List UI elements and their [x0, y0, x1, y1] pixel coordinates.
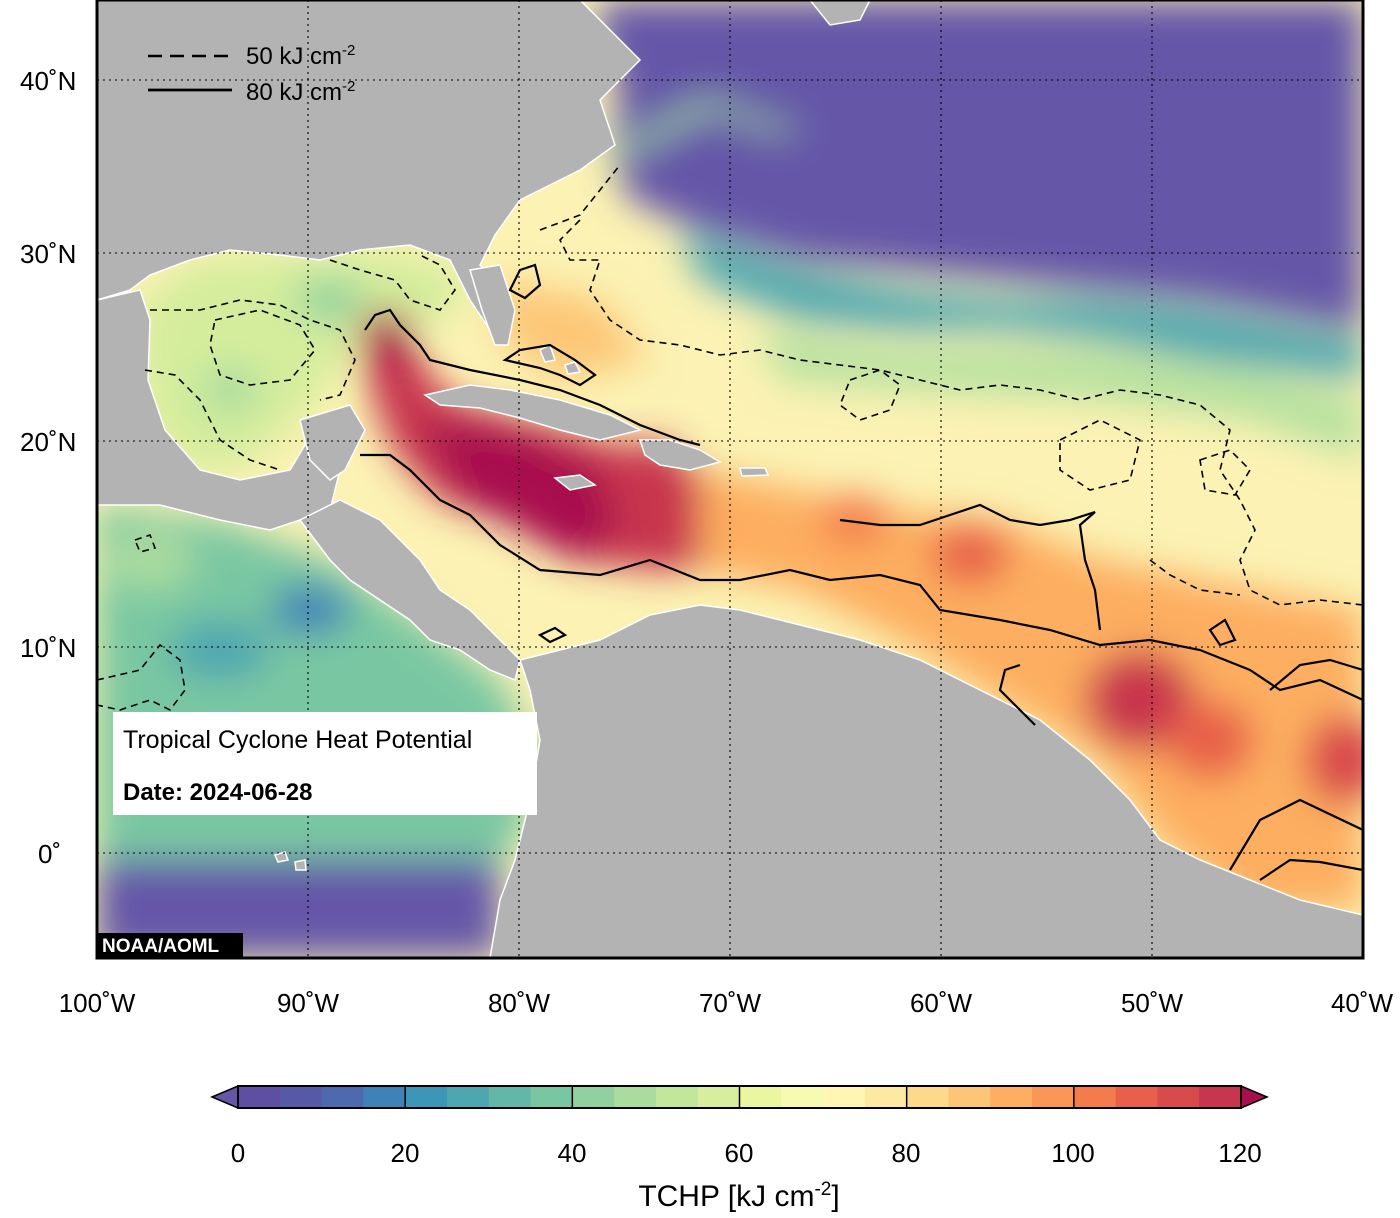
lon-tick-label: 70˚W: [699, 988, 762, 1018]
colorbar-cell: [614, 1086, 657, 1108]
legend-solid-label: 80 kJ cm-2: [246, 78, 355, 106]
credit-text: NOAA/AOML: [102, 936, 220, 957]
contour-50: [97, 164, 1363, 712]
colorbar-cell: [488, 1086, 532, 1108]
legend-dashed-label: 50 kJ cm-2: [246, 42, 355, 70]
colorbar-tick-label: 100: [1051, 1138, 1094, 1168]
lon-tick-label: 80˚W: [488, 988, 551, 1018]
colorbar-tick-labels: 0 20 40 60 80 100 120: [231, 1138, 1262, 1168]
colorbar-cell: [238, 1086, 281, 1108]
contour-80: [360, 263, 1363, 881]
colorbar-cell: [321, 1086, 364, 1108]
colorbar-cell: [279, 1086, 323, 1108]
colorbar-cell: [1032, 1086, 1075, 1108]
colorbar-title: TCHP [kJ cm-2]: [638, 1179, 839, 1213]
lon-tick-label: 60˚W: [910, 988, 973, 1018]
colorbar-cell: [1073, 1086, 1117, 1108]
info-box-background: [113, 712, 537, 815]
lon-axis-labels: 100˚W 90˚W 80˚W 70˚W 60˚W 50˚W 40˚W: [59, 988, 1394, 1018]
lat-tick-label: 20˚N: [20, 427, 76, 457]
colorbar-cell: [572, 1086, 615, 1108]
colorbar-cell: [948, 1086, 991, 1108]
lat-tick-label: 30˚N: [20, 239, 76, 269]
info-box: Tropical Cyclone Heat Potential Date: 20…: [113, 712, 537, 815]
colorbar-cell: [530, 1086, 573, 1108]
map-frame: [95, 0, 1365, 960]
contour-legend: 50 kJ cm-2 80 kJ cm-2: [148, 42, 355, 106]
colorbar-min-arrow: [210, 1084, 239, 1110]
credit-background: [97, 933, 243, 958]
colorbar-tick-label: 120: [1218, 1138, 1261, 1168]
colorbar-cell: [781, 1086, 824, 1108]
colorbar-cell: [739, 1086, 782, 1108]
colorbar-cell: [697, 1086, 740, 1108]
colorbar-cell: [363, 1086, 406, 1108]
colorbar-tick-label: 60: [725, 1138, 754, 1168]
colorbar-cell: [655, 1086, 699, 1108]
lon-tick-label: 100˚W: [59, 988, 136, 1018]
colorbar-cell: [405, 1086, 448, 1108]
colorbar-tick-label: 0: [231, 1138, 245, 1168]
colorbar-cell: [1157, 1086, 1200, 1108]
land-masses: [97, 0, 1363, 958]
colorbar-ticks: [237, 1086, 1242, 1108]
colorbar-cell: [990, 1086, 1033, 1108]
lat-tick-label: 10˚N: [20, 633, 76, 663]
colorbar-cell: [864, 1086, 908, 1108]
colorbar-cell: [823, 1086, 866, 1108]
colorbar-cell: [1115, 1086, 1158, 1108]
lon-tick-label: 40˚W: [1331, 988, 1394, 1018]
colorbar-tick-label: 40: [558, 1138, 587, 1168]
credit-badge: NOAA/AOML: [97, 933, 243, 958]
colorbar: 0 20 40 60 80 100 120 TCHP [kJ cm-2]: [210, 1084, 1269, 1213]
colorbar-max-arrow: [1240, 1084, 1269, 1110]
lon-tick-label: 50˚W: [1121, 988, 1184, 1018]
colorbar-tick-label: 80: [892, 1138, 921, 1168]
colorbar-tick-label: 20: [391, 1138, 420, 1168]
map-title: Tropical Cyclone Heat Potential: [123, 726, 472, 754]
colorbar-cell: [906, 1086, 949, 1108]
lat-axis-labels: 40˚N 30˚N 20˚N 10˚N 0˚: [20, 66, 76, 869]
lon-tick-label: 90˚W: [277, 988, 340, 1018]
lat-tick-label: 0˚: [38, 839, 61, 869]
colorbar-cell: [1199, 1086, 1242, 1108]
lat-tick-label: 40˚N: [20, 66, 76, 96]
colorbar-cell: [446, 1086, 490, 1108]
map-date: Date: 2024-06-28: [123, 779, 312, 806]
colorbar-cells: [238, 1086, 1242, 1108]
